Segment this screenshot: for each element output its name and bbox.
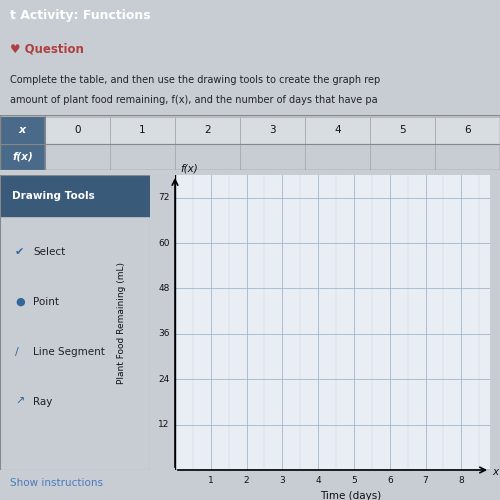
Bar [0, 117, 45, 143]
Text: x: x [19, 126, 26, 136]
Text: 5: 5 [399, 126, 406, 136]
Text: Ray: Ray [33, 397, 52, 407]
Bar [370, 117, 435, 143]
Bar [240, 117, 305, 143]
Bar [435, 144, 500, 170]
Text: f(x): f(x) [180, 163, 198, 173]
Bar [305, 144, 370, 170]
Bar [175, 117, 240, 143]
Text: 8: 8 [458, 476, 464, 484]
Bar [110, 117, 175, 143]
Bar [45, 144, 110, 170]
Text: 5: 5 [351, 476, 357, 484]
Text: 4: 4 [334, 126, 341, 136]
Text: amount of plant food remaining, f(x), and the number of days that have pa: amount of plant food remaining, f(x), an… [10, 95, 378, 105]
Text: 4: 4 [316, 476, 321, 484]
Bar [45, 117, 110, 143]
Bar [175, 117, 240, 143]
Text: t Activity: Functions: t Activity: Functions [10, 9, 150, 22]
Bar [240, 117, 305, 143]
Bar [370, 144, 435, 170]
Bar [45, 117, 110, 143]
Bar [175, 144, 240, 170]
Bar [45, 144, 110, 170]
Text: 60: 60 [158, 238, 170, 248]
Text: Show instructions: Show instructions [10, 478, 103, 488]
Text: Time (days): Time (days) [320, 491, 381, 500]
Bar [435, 117, 500, 143]
Bar [370, 117, 435, 143]
Text: x: x [492, 467, 498, 477]
Bar [305, 144, 370, 170]
Text: f(x): f(x) [12, 152, 33, 162]
Text: 2: 2 [244, 476, 250, 484]
Text: /: / [15, 347, 19, 357]
Bar [435, 144, 500, 170]
Text: Plant Food Remaining (mL): Plant Food Remaining (mL) [117, 262, 126, 384]
Text: Select: Select [33, 246, 65, 256]
Text: 24: 24 [158, 374, 170, 384]
Text: ●: ● [15, 297, 25, 307]
Bar [110, 117, 175, 143]
Bar [305, 117, 370, 143]
Text: 7: 7 [422, 476, 428, 484]
Bar [435, 117, 500, 143]
Text: 6: 6 [464, 126, 471, 136]
Bar [370, 144, 435, 170]
Text: 3: 3 [280, 476, 285, 484]
Text: 1: 1 [139, 126, 146, 136]
Text: 3: 3 [269, 126, 276, 136]
Text: 0: 0 [74, 126, 81, 136]
Text: Line Segment: Line Segment [33, 347, 105, 357]
Text: 48: 48 [158, 284, 170, 293]
Text: ✔: ✔ [15, 246, 24, 256]
Text: Drawing Tools: Drawing Tools [12, 190, 95, 200]
Text: 72: 72 [158, 193, 170, 202]
Bar [110, 144, 175, 170]
Bar [0, 175, 150, 216]
Text: 6: 6 [387, 476, 392, 484]
Bar [305, 117, 370, 143]
Bar [240, 144, 305, 170]
Text: 12: 12 [158, 420, 170, 429]
Text: ↗: ↗ [15, 397, 24, 407]
Bar [240, 144, 305, 170]
Bar [175, 144, 240, 170]
Bar [0, 144, 45, 170]
Text: Complete the table, and then use the drawing tools to create the graph rep: Complete the table, and then use the dra… [10, 75, 380, 85]
Bar [110, 144, 175, 170]
Text: 2: 2 [204, 126, 211, 136]
Text: Point: Point [33, 297, 59, 307]
Text: 1: 1 [208, 476, 214, 484]
Text: ♥ Question: ♥ Question [10, 42, 84, 55]
Text: 36: 36 [158, 330, 170, 338]
